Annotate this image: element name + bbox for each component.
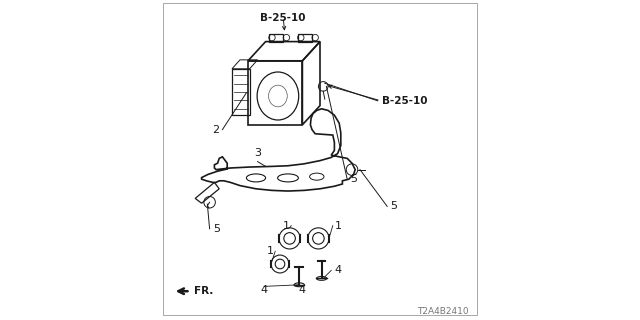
- Text: 1: 1: [283, 220, 290, 231]
- Text: 5: 5: [212, 224, 220, 234]
- Text: B-25-10: B-25-10: [260, 12, 306, 23]
- Text: 1: 1: [334, 220, 341, 231]
- Text: 5: 5: [351, 174, 357, 184]
- Text: 4: 4: [260, 284, 268, 295]
- Text: B-25-10: B-25-10: [383, 96, 428, 106]
- Text: T2A4B2410: T2A4B2410: [417, 308, 468, 316]
- Text: 5: 5: [390, 201, 397, 212]
- Text: 1: 1: [267, 246, 274, 256]
- Text: 3: 3: [254, 148, 261, 158]
- Bar: [248, 61, 303, 125]
- Text: 4: 4: [334, 265, 342, 276]
- Text: 4: 4: [299, 284, 306, 295]
- Text: 2: 2: [212, 124, 219, 135]
- Text: FR.: FR.: [193, 286, 213, 296]
- Bar: [232, 69, 250, 115]
